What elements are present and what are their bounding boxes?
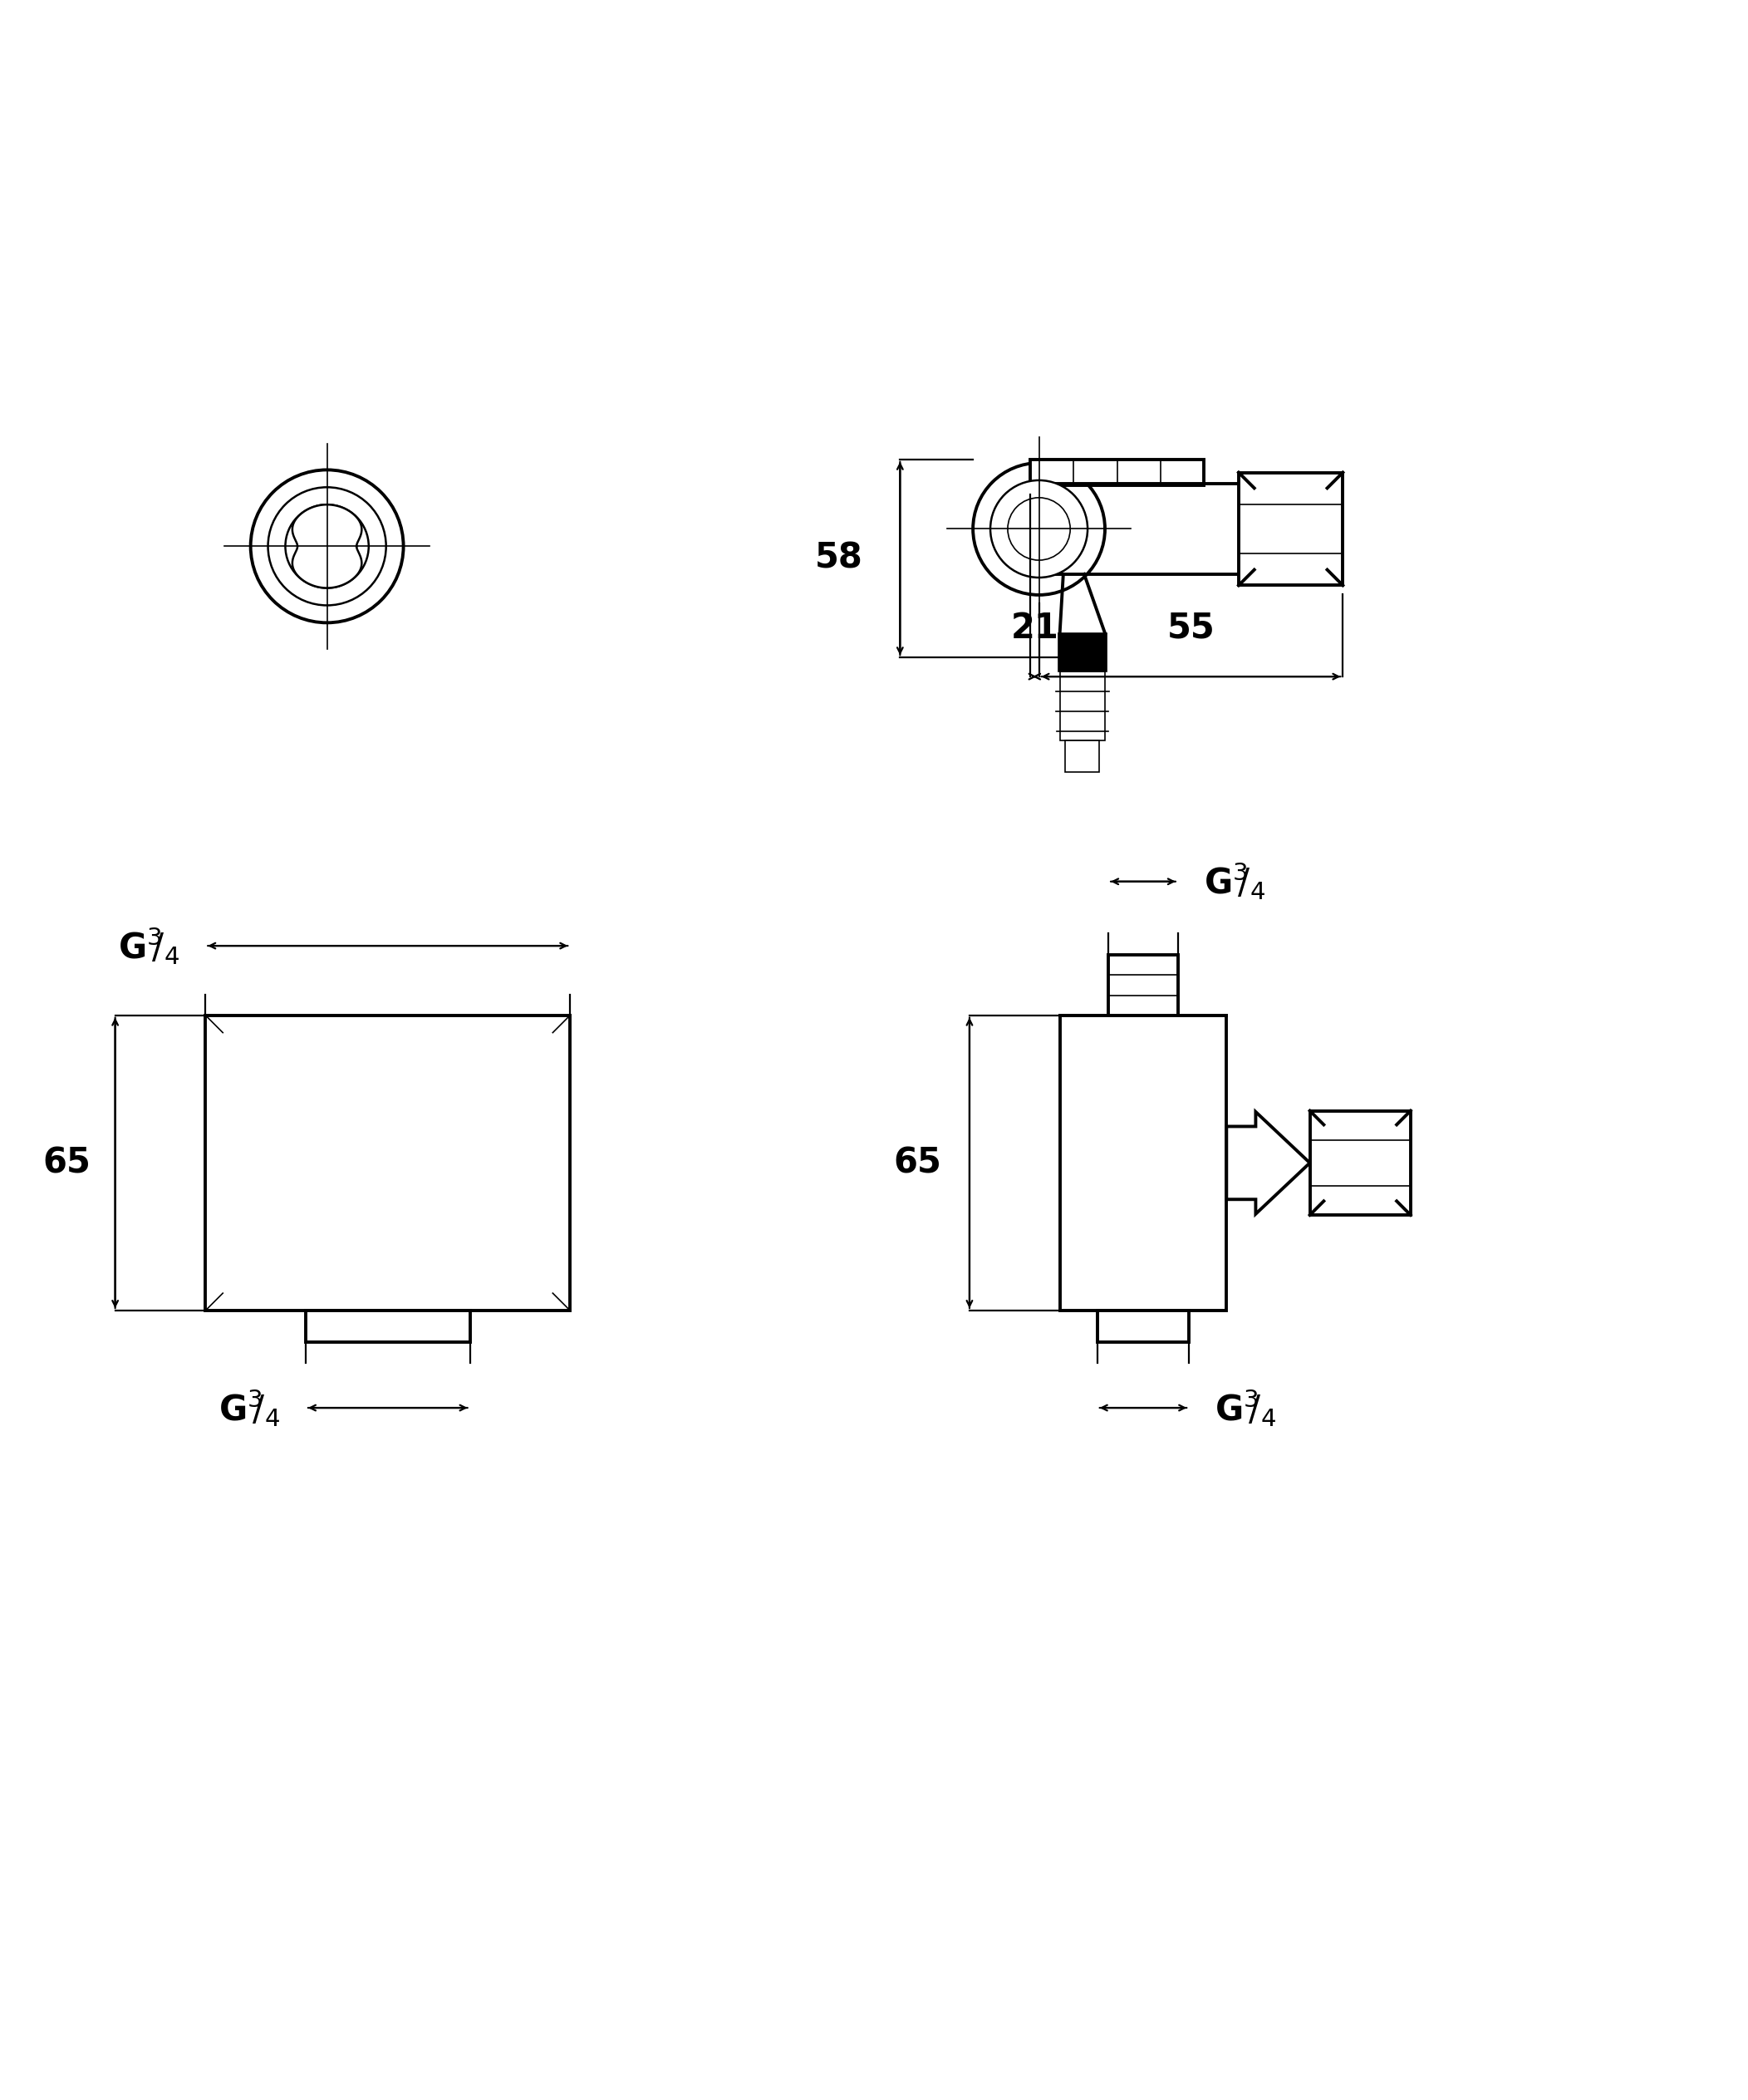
Circle shape <box>974 462 1105 594</box>
Text: G$^3\!\!/$${_4}$: G$^3\!\!/$${_4}$ <box>117 926 180 966</box>
Bar <box>1066 741 1099 773</box>
Bar <box>1098 1310 1189 1342</box>
Polygon shape <box>1227 1111 1309 1214</box>
Text: G$^3\!\!/$${_4}$: G$^3\!\!/$${_4}$ <box>218 1388 280 1428</box>
Circle shape <box>267 487 386 605</box>
Text: 55: 55 <box>1168 611 1215 645</box>
Bar <box>1059 1014 1227 1310</box>
Circle shape <box>991 481 1087 578</box>
Polygon shape <box>292 504 362 588</box>
Bar <box>1309 1111 1411 1216</box>
Circle shape <box>250 470 404 624</box>
Text: 65: 65 <box>42 1144 91 1180</box>
Circle shape <box>1007 498 1070 561</box>
Text: 58: 58 <box>815 542 864 575</box>
Circle shape <box>285 504 369 588</box>
Text: G$^3\!\!/$${_4}$: G$^3\!\!/$${_4}$ <box>1215 1388 1276 1428</box>
Bar <box>206 1014 570 1310</box>
Bar <box>1059 672 1105 741</box>
Bar <box>306 1310 470 1342</box>
Text: 65: 65 <box>893 1144 942 1180</box>
Bar <box>1108 956 1178 1014</box>
Text: 21: 21 <box>1010 611 1059 645</box>
Bar <box>1239 472 1342 586</box>
Bar <box>1058 632 1106 672</box>
Bar <box>1030 460 1204 485</box>
Text: G$^3\!\!/$${_4}$: G$^3\!\!/$${_4}$ <box>1204 861 1266 903</box>
